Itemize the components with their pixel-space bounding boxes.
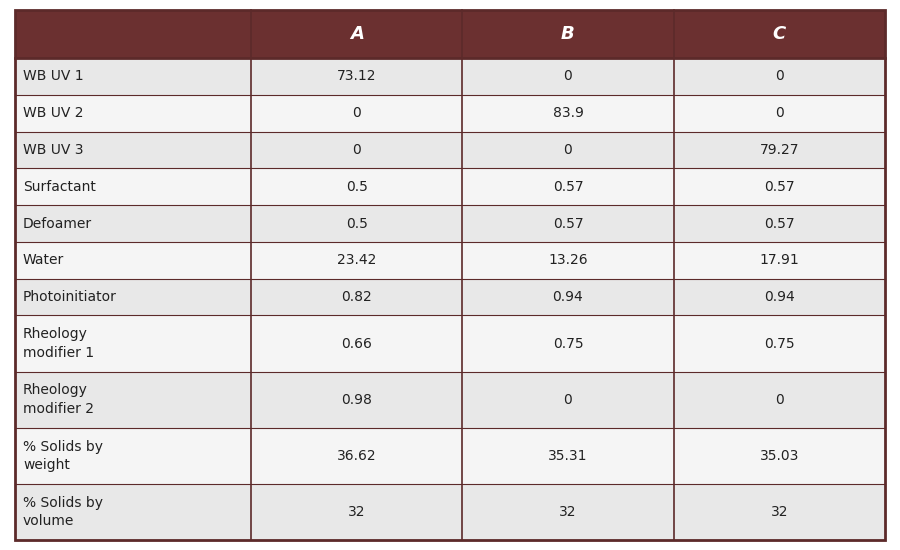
Text: 36.62: 36.62 [337, 449, 376, 463]
Bar [15, 58, 885, 95]
Text: 0.75: 0.75 [553, 337, 583, 350]
Text: C: C [773, 25, 786, 43]
Text: 0: 0 [775, 393, 784, 406]
Text: WB UV 3: WB UV 3 [23, 143, 84, 157]
Text: 0.66: 0.66 [341, 337, 372, 350]
Text: Surfactant: Surfactant [23, 180, 96, 194]
Text: 13.26: 13.26 [548, 254, 588, 267]
Text: 35.03: 35.03 [760, 449, 799, 463]
Bar [463, 10, 673, 58]
Text: Rheology
modifier 1: Rheology modifier 1 [23, 327, 94, 360]
Text: A: A [350, 25, 364, 43]
Text: 0.57: 0.57 [553, 180, 583, 194]
Text: 0.94: 0.94 [764, 290, 795, 304]
Bar [15, 10, 251, 58]
Text: 35.31: 35.31 [548, 449, 588, 463]
Bar [15, 316, 885, 372]
Text: 0: 0 [563, 69, 572, 84]
Text: 0.82: 0.82 [341, 290, 372, 304]
Bar [15, 131, 885, 168]
Text: Rheology
modifier 2: Rheology modifier 2 [23, 383, 94, 416]
Bar [15, 372, 885, 428]
Text: 0: 0 [563, 393, 572, 406]
Bar [15, 205, 885, 242]
Bar [15, 279, 885, 316]
Text: 0.75: 0.75 [764, 337, 795, 350]
Text: 0: 0 [775, 69, 784, 84]
Bar [673, 10, 885, 58]
Text: 0: 0 [352, 106, 361, 120]
Bar [15, 428, 885, 484]
Text: 0.57: 0.57 [764, 217, 795, 230]
Bar [251, 10, 463, 58]
Text: B: B [561, 25, 575, 43]
Text: 23.42: 23.42 [337, 254, 376, 267]
Text: 0: 0 [352, 143, 361, 157]
Text: 0.57: 0.57 [764, 180, 795, 194]
Text: 0.57: 0.57 [553, 217, 583, 230]
Text: % Solids by
volume: % Solids by volume [23, 496, 103, 528]
Text: 32: 32 [348, 505, 365, 519]
Text: 0.5: 0.5 [346, 217, 367, 230]
Text: 83.9: 83.9 [553, 106, 583, 120]
Text: Defoamer: Defoamer [23, 217, 92, 230]
Text: 17.91: 17.91 [760, 254, 799, 267]
Text: 79.27: 79.27 [760, 143, 799, 157]
Text: 0: 0 [775, 106, 784, 120]
Text: 32: 32 [770, 505, 788, 519]
Text: 0.94: 0.94 [553, 290, 583, 304]
Bar [15, 242, 885, 279]
Text: Photoinitiator: Photoinitiator [23, 290, 117, 304]
Text: 32: 32 [559, 505, 577, 519]
Bar [15, 95, 885, 131]
Text: 73.12: 73.12 [337, 69, 376, 84]
Text: 0.5: 0.5 [346, 180, 367, 194]
Bar [15, 168, 885, 205]
Text: WB UV 1: WB UV 1 [23, 69, 84, 84]
Text: WB UV 2: WB UV 2 [23, 106, 84, 120]
Text: 0: 0 [563, 143, 572, 157]
Bar [15, 484, 885, 540]
Text: 0.98: 0.98 [341, 393, 372, 406]
Text: Water: Water [23, 254, 64, 267]
Text: % Solids by
weight: % Solids by weight [23, 439, 103, 472]
